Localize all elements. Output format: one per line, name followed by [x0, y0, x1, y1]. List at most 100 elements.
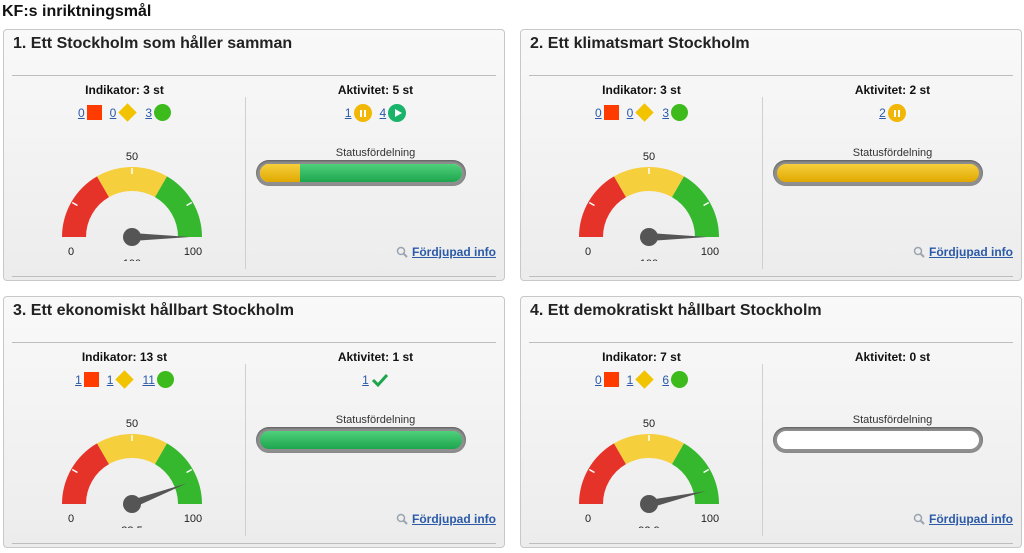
indicator-count-link[interactable]: 0 — [594, 372, 602, 387]
magnifier-lens — [396, 246, 406, 256]
green-circle-icon — [671, 371, 689, 388]
indicator-count: 1 — [626, 370, 655, 389]
goal-panel: 2. Ett klimatsmart Stockholm Indikator: 3… — [520, 29, 1022, 281]
status-label: Statusfördelning — [335, 147, 416, 159]
activity-count: 1 — [362, 371, 389, 389]
gauge-min-label: 0 — [585, 513, 591, 525]
indicator-count: 3 — [145, 104, 172, 121]
gauge-max-label: 100 — [184, 513, 202, 525]
goal-panel: 1. Ett Stockholm som håller samman Indika… — [3, 29, 505, 281]
magnifier-icon — [396, 513, 408, 525]
indicator-count-link[interactable]: 0 — [626, 105, 634, 120]
magnifier-lens — [913, 246, 923, 256]
magnifier-lens — [396, 513, 406, 523]
pause-icon — [353, 104, 372, 122]
activity-heading: Aktivitet: 0 st — [854, 350, 931, 364]
activity-count: 2 — [879, 104, 906, 122]
fordjupad-info-link[interactable]: Fördjupad info — [929, 512, 1013, 526]
indicator-heading: Indikator: 7 st — [602, 350, 681, 364]
indicator-count-link[interactable]: 0 — [109, 105, 117, 120]
gauge-value-label: 88,5 — [121, 525, 142, 528]
gauge-mid-label: 50 — [643, 151, 655, 163]
title-divider — [12, 342, 496, 343]
status-label: Statusfördelning — [335, 414, 416, 426]
speed-gauge: 0 50 100 100 — [579, 151, 719, 270]
green-circle-icon — [156, 371, 174, 388]
yellow-diamond-icon — [635, 370, 655, 389]
indicator-count-link[interactable]: 1 — [75, 372, 82, 387]
magnifier-icon — [913, 513, 925, 525]
status-bar — [256, 427, 466, 453]
speed-gauge: 0 50 100 100 — [62, 151, 202, 270]
gauge-red-band — [579, 176, 626, 237]
fordjupad-info-link[interactable]: Fördjupad info — [412, 512, 496, 526]
status-bar-track — [777, 431, 979, 449]
panel-title: 2. Ett klimatsmart Stockholm — [530, 35, 750, 52]
status-label: Statusfördelning — [852, 147, 933, 159]
column-divider — [762, 364, 763, 536]
fordjupad-info-link[interactable]: Fördjupad info — [412, 245, 496, 259]
gauge-min-label: 0 — [68, 246, 74, 258]
magnifier-handle — [919, 519, 925, 525]
indicator-count-link[interactable]: 0 — [77, 105, 85, 120]
gauge: 0 50 100 100 — [561, 141, 721, 270]
gauge: 0 50 100 100 — [44, 141, 204, 270]
activity-count: 4 — [380, 104, 407, 122]
gauge-tick — [703, 468, 710, 474]
speed-gauge: 0 50 100 88,5 — [62, 418, 202, 537]
gauge-needle — [130, 483, 187, 508]
gauge-needle — [132, 233, 190, 241]
gauge-needle — [649, 233, 707, 241]
activity-count: 1 — [345, 104, 372, 122]
gauge-tick — [588, 468, 595, 474]
gauge-needle — [648, 491, 706, 508]
column-divider — [245, 364, 246, 536]
activity-heading: Aktivitet: 5 st — [337, 83, 414, 97]
indicator-count-link[interactable]: 0 — [594, 105, 602, 120]
status-bar-track — [260, 431, 462, 449]
pause-icon — [887, 104, 906, 122]
yellow-diamond-icon — [115, 370, 135, 389]
indicator-counts: 0 0 3 — [521, 103, 762, 122]
status-segment-yellow — [777, 164, 979, 182]
fordjupad-info-link[interactable]: Fördjupad info — [929, 245, 1013, 259]
gauge-green-band — [155, 176, 202, 237]
info-link: Fördjupad info — [396, 512, 496, 526]
activity-count-link[interactable]: 1 — [362, 373, 369, 387]
activity-count-link[interactable]: 1 — [344, 106, 352, 120]
gauge-min-label: 0 — [68, 513, 74, 525]
panel-title: 1. Ett Stockholm som håller samman — [13, 35, 293, 52]
indicator-count-link[interactable]: 1 — [106, 372, 114, 387]
status-bar-track — [777, 164, 979, 182]
magnifier-handle — [402, 252, 408, 258]
yellow-diamond-icon — [635, 103, 655, 122]
column-divider — [762, 97, 763, 269]
gauge-max-label: 100 — [701, 246, 719, 258]
indicator-count: 0 — [595, 105, 619, 120]
check-mark — [371, 373, 388, 388]
gauge-red-band — [62, 176, 109, 237]
indicator-count-link[interactable]: 1 — [626, 372, 634, 387]
gauge-tick — [71, 201, 78, 207]
title-divider — [12, 75, 496, 76]
gauge-tick — [588, 201, 595, 207]
page-title: KF:s inriktningsmål — [2, 3, 152, 20]
activity-count-link[interactable]: 4 — [379, 106, 387, 120]
indicator-count-link[interactable]: 6 — [662, 372, 670, 387]
goal-panel: 4. Ett demokratiskt hållbart Stockholm In… — [520, 296, 1022, 548]
red-square-icon — [603, 372, 619, 387]
gauge-value-label: 92,9 — [638, 525, 659, 528]
red-square-icon — [603, 105, 619, 120]
activity-count-link[interactable]: 2 — [879, 106, 886, 120]
magnifier-handle — [919, 252, 925, 258]
indicator-counts: 0 1 6 — [521, 370, 762, 389]
indicator-count: 6 — [662, 371, 689, 388]
indicator-count-link[interactable]: 3 — [145, 105, 153, 120]
indicator-count-link[interactable]: 11 — [142, 372, 155, 387]
indicator-count-link[interactable]: 3 — [662, 105, 670, 120]
magnifier-lens — [913, 513, 923, 523]
gauge-hub — [640, 495, 658, 513]
gauge-mid-label: 50 — [643, 418, 655, 430]
indicator-heading: Indikator: 13 st — [81, 350, 168, 364]
indicator-count: 0 — [78, 105, 102, 120]
